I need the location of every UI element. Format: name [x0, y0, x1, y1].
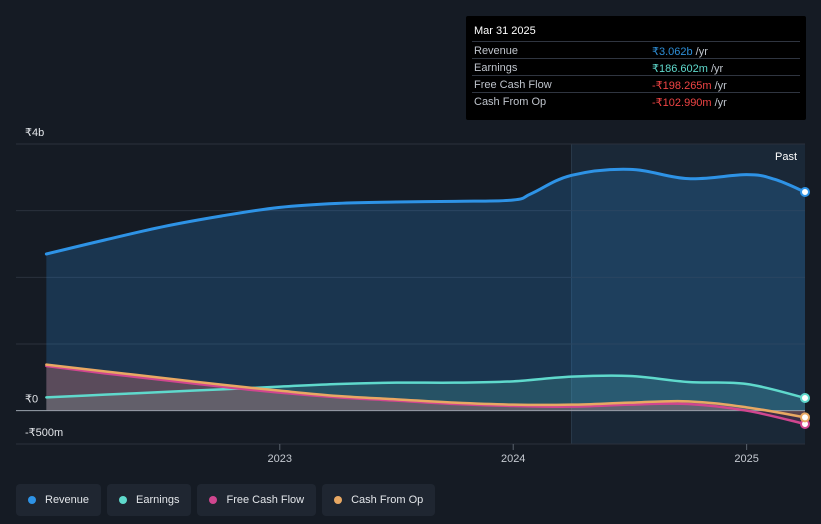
tooltip-label: Free Cash Flow — [474, 79, 552, 91]
tooltip-value: ₹186.602m — [652, 63, 708, 75]
legend: Revenue Earnings Free Cash Flow Cash Fro… — [16, 484, 436, 516]
series-line-earnings — [45, 374, 807, 400]
past-region — [571, 144, 805, 444]
x-tick-label: 2023 — [268, 453, 292, 465]
past-label: Past — [775, 151, 797, 163]
legend-dot-icon — [28, 496, 36, 504]
series-end-point — [800, 187, 810, 197]
series-area-revenue — [46, 169, 806, 411]
tooltip-value: ₹3.062b — [652, 46, 693, 58]
tooltip-row-revenue: Revenue ₹3.062b/yr — [472, 41, 800, 59]
y-tick-label: -₹500m — [25, 427, 63, 439]
x-tick-label: 2024 — [501, 453, 525, 465]
y-tick-label: ₹0 — [25, 394, 38, 406]
series-end-point — [800, 393, 810, 403]
legend-label: Free Cash Flow — [226, 494, 305, 506]
legend-item-earnings[interactable]: Earnings — [107, 484, 192, 516]
tooltip: Mar 31 2025 Revenue ₹3.062b/yr Earnings … — [466, 16, 806, 120]
legend-item-cash-from-op[interactable]: Cash From Op — [322, 484, 436, 516]
tooltip-label: Cash From Op — [474, 96, 547, 108]
legend-item-revenue[interactable]: Revenue — [16, 484, 102, 516]
series-area-free-cash-flow — [46, 366, 806, 424]
series-area-earnings — [46, 375, 806, 411]
tooltip-label: Earnings — [474, 62, 518, 74]
tooltip-row-cash-from-op: Cash From Op -₹102.990m/yr — [472, 92, 800, 110]
legend-dot-icon — [209, 496, 218, 504]
series-end-point — [800, 412, 810, 423]
legend-label: Revenue — [45, 494, 90, 506]
legend-label: Earnings — [136, 494, 180, 506]
tooltip-value-wrap: -₹102.990m/yr — [652, 96, 727, 109]
tooltip-unit: /yr — [710, 63, 724, 75]
tooltip-value-wrap: -₹198.265m/yr — [652, 79, 727, 92]
series-line-free-cash-flow — [45, 364, 807, 426]
y-tick-label: ₹4b — [25, 127, 44, 139]
tooltip-unit: /yr — [695, 46, 708, 58]
tooltip-unit: /yr — [714, 97, 727, 109]
tooltip-row-earnings: Earnings ₹186.602m/yr — [472, 58, 800, 76]
legend-dot-icon — [334, 496, 343, 504]
legend-label: Cash From Op — [351, 494, 424, 506]
tooltip-date: Mar 31 2025 — [474, 25, 536, 37]
series-line-cash-from-op — [45, 363, 807, 419]
tooltip-value: -₹198.265m — [652, 80, 712, 92]
series-line-revenue — [44, 167, 807, 256]
x-tick-label: 2025 — [734, 453, 758, 465]
tooltip-value-wrap: ₹186.602m/yr — [652, 62, 723, 75]
tooltip-unit: /yr — [714, 80, 727, 92]
tooltip-value: -₹102.990m — [652, 97, 712, 109]
tooltip-value-wrap: ₹3.062b/yr — [652, 45, 708, 58]
tooltip-label: Revenue — [474, 45, 519, 57]
tooltip-row-free-cash-flow: Free Cash Flow -₹198.265m/yr — [472, 75, 800, 93]
legend-dot-icon — [119, 496, 128, 504]
legend-item-free-cash-flow[interactable]: Free Cash Flow — [197, 484, 317, 516]
